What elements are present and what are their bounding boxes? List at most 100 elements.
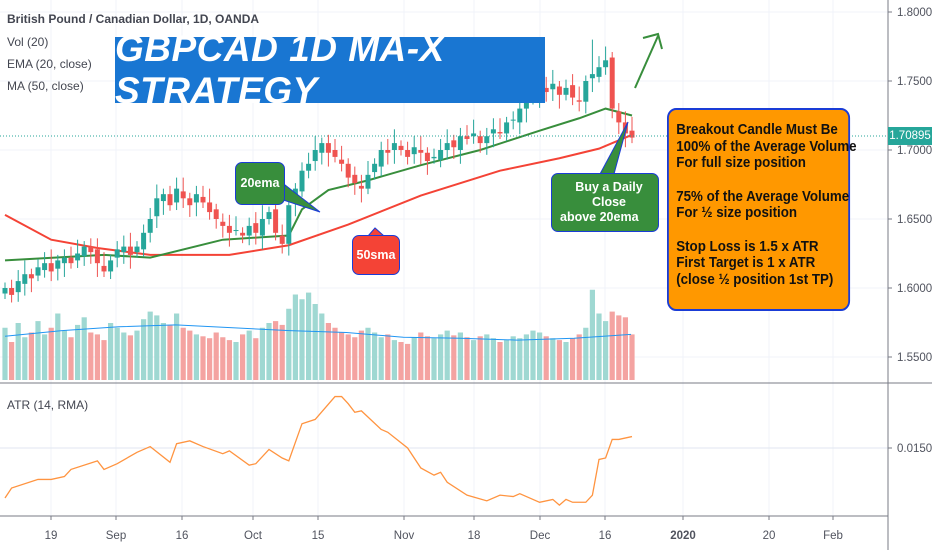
callout-tail <box>599 121 629 175</box>
volume-bar <box>240 334 246 380</box>
volume-bar <box>490 338 496 380</box>
price-tick-label: 1.80000 <box>897 7 932 19</box>
candle-body <box>312 150 318 162</box>
candle-body <box>299 170 305 192</box>
callout-buy: Buy a Daily Close above 20ema <box>551 173 659 232</box>
candle-body <box>563 87 569 95</box>
volume-bar <box>378 337 384 380</box>
volume-bar <box>273 321 279 380</box>
candle-body <box>497 132 503 134</box>
candle-body <box>365 174 371 189</box>
candle-body <box>398 145 404 150</box>
arrow-head-icon <box>642 32 663 50</box>
volume-bar <box>609 311 615 380</box>
candle-body <box>226 225 232 233</box>
candle-body <box>629 130 635 138</box>
volume-bar <box>160 323 166 380</box>
candle-body <box>240 232 246 236</box>
indicator-ema[interactable]: EMA (20, close) <box>7 57 92 71</box>
candle-body <box>187 198 193 206</box>
candle-body <box>504 122 510 134</box>
candle-body <box>114 249 120 258</box>
volume-bar <box>385 334 391 380</box>
ma50-line <box>4 133 633 256</box>
volume-bar <box>398 342 404 380</box>
volume-bar <box>365 327 371 380</box>
indicator-atr[interactable]: ATR (14, RMA) <box>7 398 89 412</box>
volume-bar <box>319 313 325 380</box>
volume-ma-line <box>4 324 632 341</box>
candle-body <box>101 265 107 272</box>
candle-body <box>55 260 61 269</box>
volume-bar <box>537 332 543 380</box>
volume-bar <box>108 323 114 380</box>
current-price-label: 1.70895 <box>888 127 932 145</box>
volume-bar <box>121 332 127 380</box>
volume-bar <box>220 337 226 380</box>
volume-bar <box>418 332 424 380</box>
candle-body <box>127 246 133 255</box>
candle-body <box>286 205 292 244</box>
volume-bar <box>226 340 232 380</box>
candle-body <box>517 108 523 123</box>
indicator-vol[interactable]: Vol (20) <box>7 35 49 49</box>
volume-bar <box>114 327 120 380</box>
volume-bar <box>312 304 318 380</box>
volume-bar <box>477 336 483 380</box>
volume-bar <box>154 315 160 380</box>
candle-body <box>589 74 595 79</box>
volume-bar <box>405 343 411 380</box>
volume-bar <box>207 338 213 380</box>
candle-body <box>319 143 325 153</box>
volume-bar <box>292 294 298 380</box>
candle-body <box>457 136 463 150</box>
volume-bar <box>81 317 87 380</box>
candle-body <box>121 246 127 253</box>
volume-bar <box>543 336 549 380</box>
candle-body <box>431 156 437 159</box>
note-line: 100% of the Average Volume <box>676 138 857 155</box>
candle-body <box>160 194 166 202</box>
volume-bar <box>28 332 34 380</box>
candle-body <box>484 136 490 144</box>
volume-bar <box>596 313 602 380</box>
candle-body <box>339 159 345 164</box>
volume-bar <box>42 334 48 380</box>
candle-body <box>167 194 173 206</box>
volume-bar <box>411 337 417 380</box>
candle-body <box>200 196 206 203</box>
volume-bar <box>55 313 61 380</box>
candle-body <box>418 150 424 153</box>
candle-body <box>550 83 556 90</box>
candle-body <box>570 85 576 98</box>
volume-bar <box>451 335 457 380</box>
time-tick-label: 18 <box>468 530 481 542</box>
candle-body <box>510 119 516 121</box>
volume-bar <box>510 336 516 380</box>
note-line: For full size position <box>676 155 806 171</box>
volume-bar <box>68 337 74 380</box>
volume-bar <box>431 338 437 380</box>
callout-50sma: 50sma <box>352 235 400 275</box>
indicator-ma[interactable]: MA (50, close) <box>7 79 84 93</box>
volume-bar <box>193 334 199 380</box>
candle-body <box>207 202 213 213</box>
volume-bar <box>35 321 41 380</box>
volume-bar <box>233 342 239 380</box>
candle-body <box>616 111 622 123</box>
time-tick-label: 16 <box>599 530 612 542</box>
volume-bar <box>15 323 21 380</box>
candle-body <box>583 81 589 102</box>
note-line: Stop Loss is 1.5 x ATR <box>676 238 819 255</box>
volume-bar <box>629 334 635 380</box>
time-tick-label: 2020 <box>670 530 696 542</box>
volume-bar <box>141 319 147 380</box>
price-tick-label: 1.70000 <box>897 145 932 157</box>
time-tick-label: Nov <box>394 530 415 542</box>
candle-body <box>424 152 430 162</box>
volume-bar <box>457 332 463 380</box>
volume-bar <box>332 327 338 380</box>
note-line: First Target is 1 x ATR <box>676 255 816 271</box>
volume-bar <box>504 340 510 380</box>
